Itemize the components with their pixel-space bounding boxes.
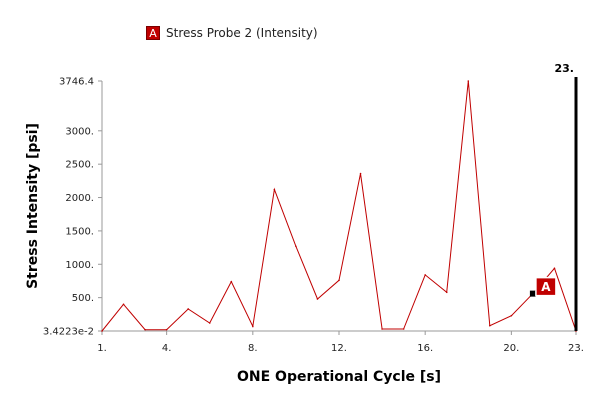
data-point	[144, 328, 146, 331]
current-time-label: 23.	[555, 62, 575, 75]
y-axis-title: Stress Intensity [psi]	[25, 123, 41, 289]
x-tick-label: 12.	[331, 343, 347, 354]
data-point	[359, 172, 362, 175]
data-point	[424, 274, 426, 276]
data-point	[338, 279, 340, 282]
x-tick-label: 16.	[417, 343, 433, 354]
data-point	[252, 325, 254, 328]
data-point	[230, 280, 233, 283]
y-tick-label: 2500.	[65, 160, 94, 171]
data-point	[553, 267, 556, 270]
y-tick-label: 3.4223e-2	[43, 327, 94, 338]
probe-marker-label: A	[541, 280, 551, 294]
legend: A Stress Probe 2 (Intensity)	[146, 26, 318, 40]
y-tick-label: 2000.	[65, 193, 94, 204]
x-tick-label: 4.	[162, 343, 172, 354]
y-tick-label: 500.	[72, 293, 94, 304]
data-point	[510, 314, 513, 317]
data-point	[295, 245, 297, 248]
data-point	[467, 80, 470, 82]
data-point	[273, 188, 276, 191]
data-point	[402, 328, 405, 330]
x-tick-label: 23.	[568, 343, 584, 354]
y-tick-label: 1500.	[65, 226, 94, 237]
data-point	[489, 324, 491, 327]
data-point	[122, 303, 125, 306]
x-tick-label: 20.	[503, 343, 519, 354]
data-point	[208, 322, 211, 324]
data-point	[316, 298, 319, 300]
legend-label: Stress Probe 2 (Intensity)	[166, 26, 318, 40]
data-point	[381, 328, 383, 330]
x-tick-label: 8.	[248, 343, 258, 354]
y-tick-label: 1000.	[65, 260, 94, 271]
y-tick-label: 3000.	[65, 126, 94, 137]
x-axis-title: ONE Operational Cycle [s]	[237, 369, 441, 385]
data-point	[445, 291, 448, 294]
series-line	[101, 80, 577, 332]
data-point	[101, 330, 103, 332]
legend-badge: A	[146, 26, 160, 40]
probe-anchor	[529, 290, 536, 297]
y-tick-label: 3746.4	[59, 77, 94, 88]
data-point	[187, 308, 189, 310]
data-point	[165, 328, 168, 331]
probe-marker-box	[535, 276, 557, 297]
x-tick-label: 1.	[97, 343, 107, 354]
